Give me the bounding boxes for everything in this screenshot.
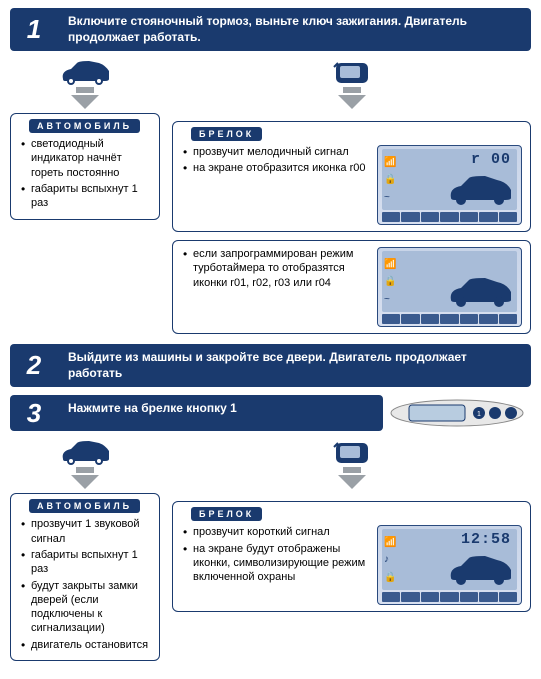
list-item: габариты вспыхнут 1 раз (21, 182, 149, 211)
step-1-car-section: АВТОМОБИЛЬ светодиодный индикатор начнёт… (10, 113, 160, 219)
step-3-remote-image: 1 (383, 395, 531, 431)
step-2-bar: 2 Выйдите из машины и закройте все двери… (10, 344, 531, 387)
keyfob-row: прозвучит короткий сигнал на экране буду… (181, 525, 522, 605)
arrow-down-icon (338, 95, 366, 109)
keyfob-row: прозвучит мелодичный сигнал на экране от… (181, 145, 522, 225)
step-3-car-list: прозвучит 1 звуковой сигнал габариты всп… (19, 517, 151, 652)
step-1-columns: АВТОМОБИЛЬ светодиодный индикатор начнёт… (10, 59, 531, 334)
arrow-down-icon (71, 95, 99, 109)
step-3-keyfob-column: БРЕЛОК прозвучит короткий сигнал на экра… (172, 439, 531, 612)
step-3-car-column: АВТОМОБИЛЬ прозвучит 1 звуковой сигнал г… (10, 439, 160, 661)
car-icon-block (10, 439, 160, 493)
svg-text:1: 1 (477, 411, 481, 418)
step-1-keyfob-column: БРЕЛОК прозвучит мелодичный сигнал на эк… (172, 59, 531, 334)
keyfob-row: если запрограммирован режим турботаймера… (181, 247, 522, 327)
keyfob-text: прозвучит короткий сигнал на экране буду… (181, 525, 371, 586)
infographic-container: 1 Включите стояночный тормоз, выньте клю… (0, 0, 541, 679)
step-1-text: Включите стояночный тормоз, выньте ключ … (58, 8, 531, 51)
arrow-down-icon (71, 475, 99, 489)
step-3-number: 3 (10, 395, 58, 431)
list-item: будут закрыты замки дверей (если подключ… (21, 579, 149, 636)
step-2-number: 2 (10, 344, 58, 387)
remote-control-icon: 1 (387, 397, 527, 429)
lcd-display: 📶♪🔒 12:58 (377, 525, 522, 605)
list-item: двигатель остановится (21, 638, 149, 652)
step-3-columns: АВТОМОБИЛЬ прозвучит 1 звуковой сигнал г… (10, 439, 531, 661)
step-3-bar: 3 Нажмите на брелке кнопку 1 1 (10, 395, 531, 431)
car-icon (57, 59, 113, 87)
step-3-keyfob-panel: БРЕЛОК прозвучит короткий сигнал на экра… (172, 501, 531, 612)
step-1-keyfob-panel-2: если запрограммирован режим турботаймера… (172, 240, 531, 334)
arrow-stem (343, 87, 361, 93)
list-item: габариты вспыхнут 1 раз (21, 548, 149, 577)
keyfob-icon (332, 59, 372, 87)
step-2-text: Выйдите из машины и закройте все двери. … (58, 344, 531, 387)
arrow-stem (343, 467, 361, 473)
list-item: на экране будут отображены иконки, симво… (183, 542, 369, 585)
arrow-stem (76, 467, 94, 473)
car-section-label: АВТОМОБИЛЬ (29, 119, 140, 133)
car-section-label: АВТОМОБИЛЬ (29, 499, 140, 513)
list-item: светодиодный индикатор начнёт гореть пос… (21, 137, 149, 180)
keyfob-section-label: БРЕЛОК (191, 507, 262, 521)
keyfob-icon (332, 439, 372, 467)
arrow-stem (76, 87, 94, 93)
arrow-down-icon (338, 475, 366, 489)
step-3-car-section: АВТОМОБИЛЬ прозвучит 1 звуковой сигнал г… (10, 493, 160, 661)
keyfob-text: прозвучит мелодичный сигнал на экране от… (181, 145, 371, 178)
lcd-readout: r 00 (471, 151, 511, 168)
lcd-display: 📶🔒~ r 00 (377, 145, 522, 225)
keyfob-icon-block (172, 439, 531, 493)
list-item: прозвучит 1 звуковой сигнал (21, 517, 149, 546)
car-icon (57, 439, 113, 467)
step-1-keyfob-panel-1: БРЕЛОК прозвучит мелодичный сигнал на эк… (172, 121, 531, 232)
step-1-number: 1 (10, 8, 58, 51)
step-3-text: Нажмите на брелке кнопку 1 (58, 395, 383, 431)
lcd-car-icon (445, 552, 515, 588)
lcd-car-icon (445, 274, 515, 310)
list-item: прозвучит короткий сигнал (183, 525, 369, 539)
keyfob-icon-block (172, 59, 531, 113)
lcd-car-icon (445, 172, 515, 208)
step-1-car-list: светодиодный индикатор начнёт гореть пос… (19, 137, 151, 210)
lcd-display: 📶🔒~ (377, 247, 522, 327)
lcd-readout: 12:58 (461, 531, 511, 548)
step-1-car-column: АВТОМОБИЛЬ светодиодный индикатор начнёт… (10, 59, 160, 219)
car-icon-block (10, 59, 160, 113)
list-item: прозвучит мелодичный сигнал (183, 145, 369, 159)
keyfob-section-label: БРЕЛОК (191, 127, 262, 141)
list-item: если запрограммирован режим турботаймера… (183, 247, 369, 290)
list-item: на экране отобразится иконка r00 (183, 161, 369, 175)
keyfob-text: если запрограммирован режим турботаймера… (181, 247, 371, 292)
step-1-bar: 1 Включите стояночный тормоз, выньте клю… (10, 8, 531, 51)
